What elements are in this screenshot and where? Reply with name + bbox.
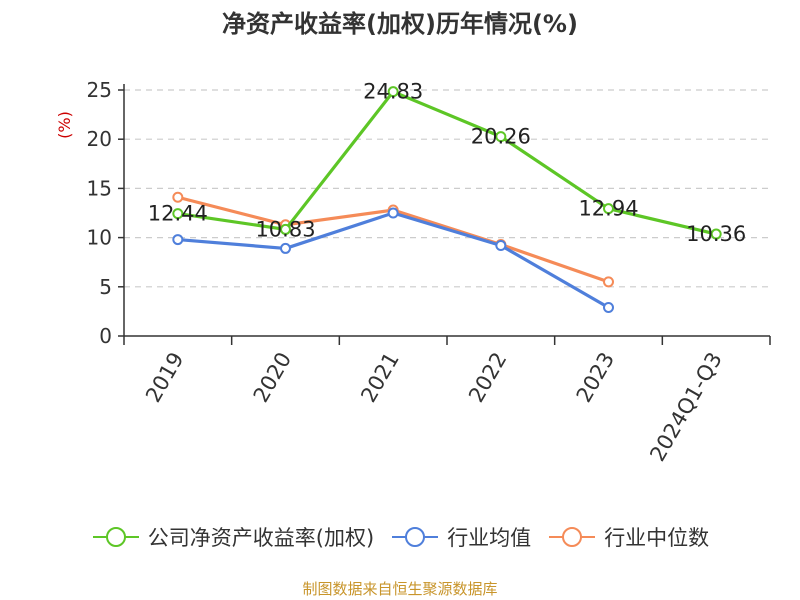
y-tick-label: 25 (87, 78, 112, 102)
chart-title: 净资产收益率(加权)历年情况(%) (222, 10, 578, 38)
y-tick-label: 0 (99, 324, 112, 348)
data-point[interactable] (172, 191, 184, 203)
y-tick-label: 10 (87, 226, 112, 250)
data-point[interactable] (603, 203, 614, 215)
x-tick-label: 2021 (356, 348, 404, 406)
data-point[interactable] (172, 208, 184, 220)
x-tick-label: 2019 (141, 348, 189, 406)
data-point[interactable] (495, 131, 507, 143)
gridlines (124, 89, 770, 288)
legend-marker-icon (549, 527, 596, 547)
data-label: 12.44 (148, 202, 208, 226)
legend-item[interactable]: 行业中位数 (547, 522, 709, 552)
y-tick-label: 20 (87, 127, 112, 151)
data-point[interactable] (280, 242, 291, 254)
x-tick-label: 2023 (572, 348, 620, 406)
y-axis-label: (%) (55, 111, 74, 139)
data-point[interactable] (710, 228, 722, 240)
legend: 公司净资产收益率(加权) 行业均值 行业中位数 (0, 519, 800, 555)
data-point[interactable] (280, 223, 291, 235)
x-tick-label: 2020 (249, 348, 297, 406)
series-lines (172, 86, 722, 313)
source-note: 制图数据来自恒生聚源数据库 (302, 580, 498, 598)
data-label: 12.94 (578, 197, 638, 221)
legend-item[interactable]: 行业均值 (390, 522, 531, 552)
y-tick-label: 15 (87, 176, 112, 200)
data-label: 20.26 (471, 125, 531, 149)
axes: 0 5 10 15 20 25 2019 2020 2021 2022 2023 2024Q1-Q3 (… (55, 78, 771, 465)
legend-item[interactable]: 公司净资产收益率(加权) (91, 522, 374, 552)
data-label: 24.83 (363, 80, 423, 104)
data-label: 10.36 (686, 222, 746, 246)
data-labels: 12.44 10.83 24.83 20.26 12.94 10.36 (148, 80, 746, 246)
x-tick-label: 2022 (464, 348, 512, 406)
series-line (177, 90, 717, 236)
legend-label: 行业中位数 (604, 526, 710, 550)
y-tick-label: 5 (99, 275, 112, 299)
data-point[interactable] (172, 234, 184, 246)
legend-marker-icon (92, 527, 139, 547)
data-point[interactable] (387, 207, 399, 219)
legend-label: 公司净资产收益率(加权) (147, 526, 375, 550)
legend-marker-icon (392, 527, 439, 547)
x-tick-label: 2024Q1-Q3 (645, 348, 727, 465)
data-point[interactable] (495, 239, 507, 251)
legend-label: 行业均值 (447, 526, 532, 550)
data-point[interactable] (603, 276, 614, 288)
data-label: 10.83 (255, 217, 315, 241)
data-point[interactable] (603, 301, 614, 313)
data-point[interactable] (387, 86, 399, 98)
